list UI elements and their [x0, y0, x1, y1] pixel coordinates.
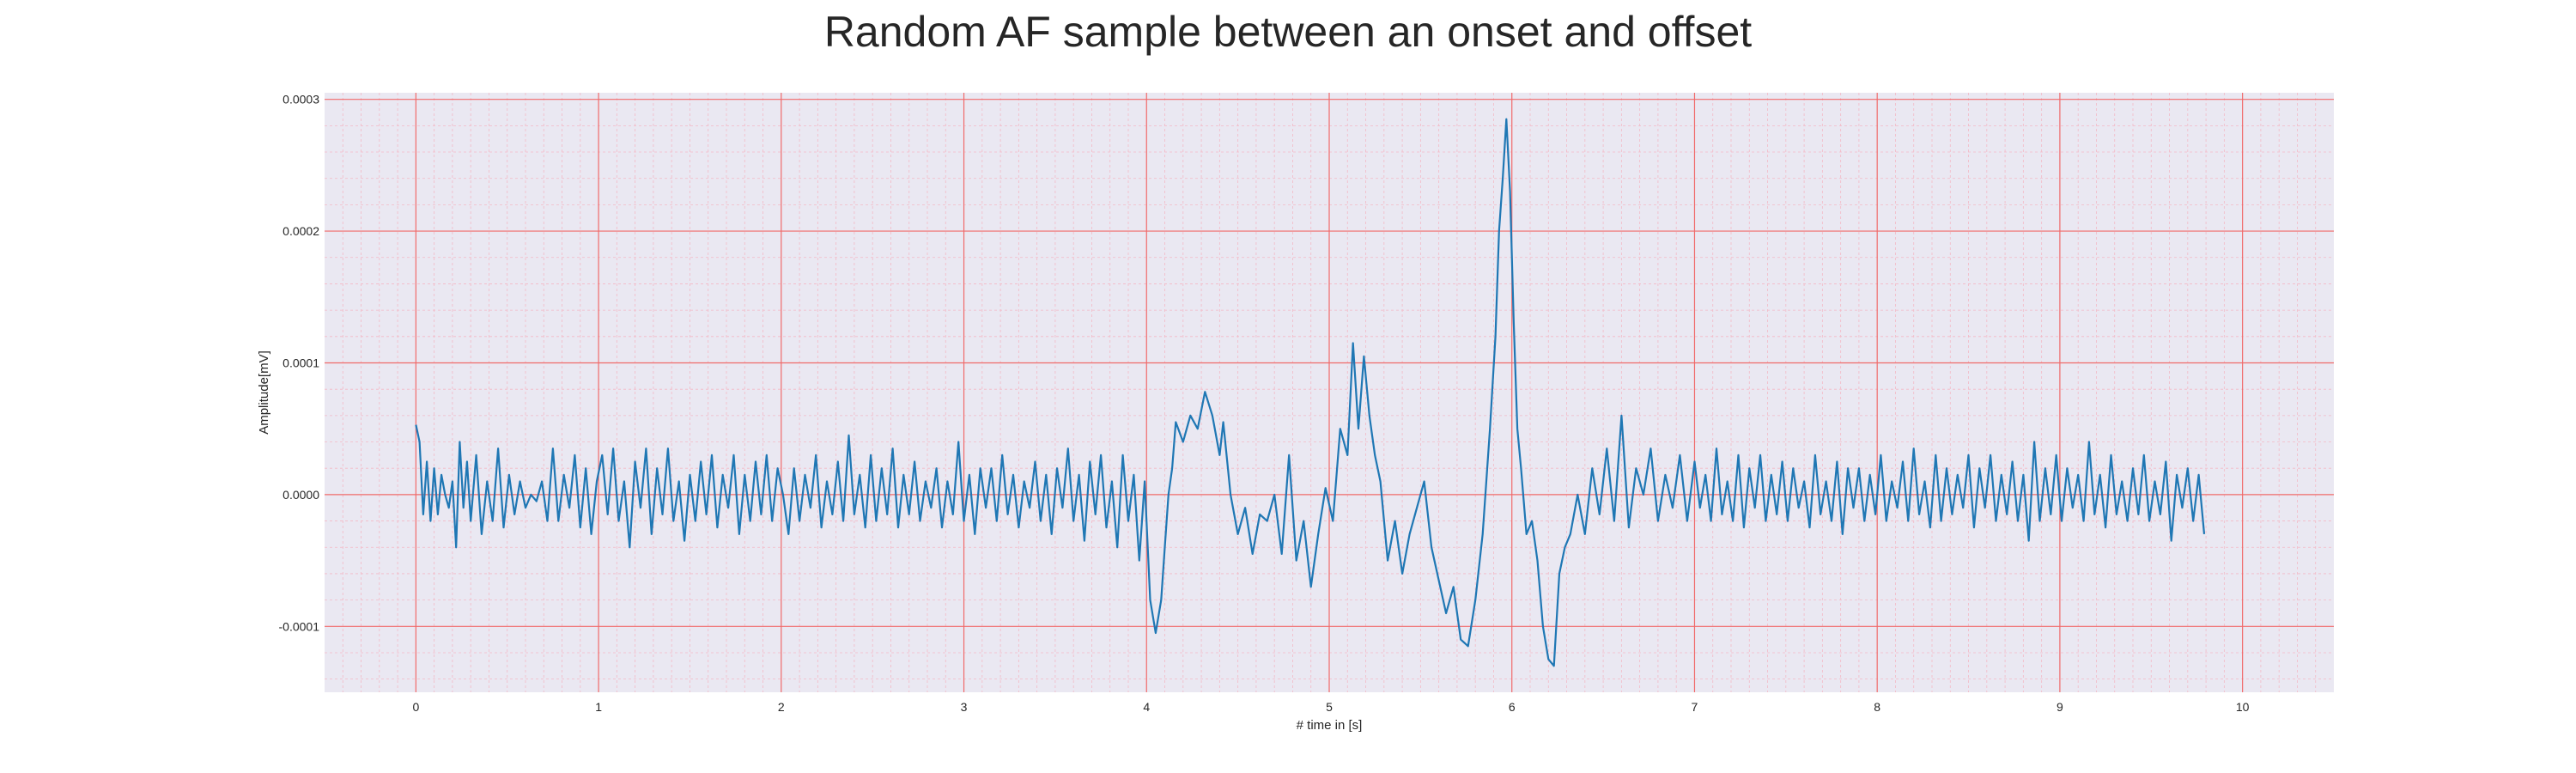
x-tick-label: 1 — [595, 700, 602, 714]
series-line — [415, 118, 2206, 667]
y-axis-ticks: -0.0001 0.0000 0.0001 0.0002 0.0003 — [279, 93, 320, 634]
x-axis-label: # time in [s] — [1297, 718, 1363, 733]
x-tick-label: 9 — [2057, 700, 2063, 714]
y-tick-label: 0.0001 — [283, 356, 319, 369]
minor-grid — [325, 93, 2334, 692]
y-axis-label: Amplitude[mV] — [257, 350, 271, 435]
x-tick-label: 4 — [1143, 700, 1150, 714]
x-tick-label: 2 — [778, 700, 785, 714]
y-tick-label: 0.0000 — [283, 488, 319, 502]
x-tick-label: 10 — [2236, 700, 2250, 714]
x-tick-label: 3 — [961, 700, 968, 714]
x-axis-ticks: 0 1 2 3 4 5 6 7 8 9 10 — [412, 700, 2249, 714]
x-tick-label: 8 — [1874, 700, 1880, 714]
x-tick-label: 5 — [1326, 700, 1333, 714]
y-tick-label: -0.0001 — [279, 619, 320, 633]
x-tick-label: 0 — [412, 700, 419, 714]
y-tick-label: 0.0003 — [283, 93, 319, 107]
chart-title: Random AF sample between an onset and of… — [823, 8, 1753, 56]
x-tick-label: 7 — [1692, 700, 1698, 714]
x-tick-label: 6 — [1509, 700, 1516, 714]
y-tick-label: 0.0002 — [283, 224, 319, 238]
